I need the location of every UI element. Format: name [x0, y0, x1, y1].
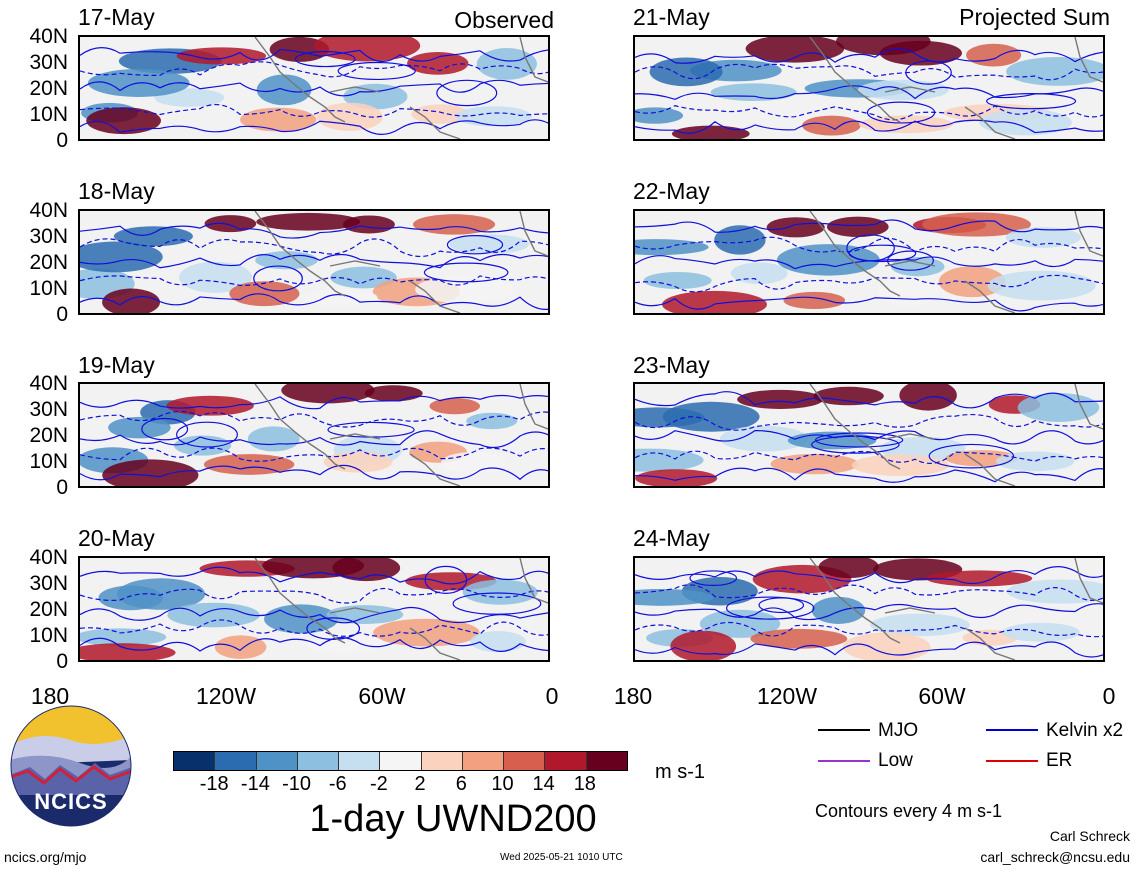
- map-field: [635, 211, 1103, 313]
- footer-timestamp: Wed 2025-05-21 1010 UTC: [500, 852, 623, 863]
- colorbar-tick-label: -18: [199, 773, 229, 795]
- field-map: [78, 382, 550, 488]
- panel-date: 24-May: [633, 525, 710, 551]
- legend-line-kelvin: [986, 729, 1038, 731]
- lat-label: 40N: [29, 199, 68, 222]
- colorbar: -18 -14 -10 -6 -2 2 6 10 14 18: [173, 751, 628, 795]
- field-map: [633, 209, 1105, 315]
- lon-label: 180: [30, 683, 70, 709]
- field-map: [78, 209, 550, 315]
- colorbar-tick-label: 10: [491, 773, 514, 795]
- colorbar-swatch: [255, 752, 297, 770]
- lat-label: 20N: [29, 251, 68, 274]
- panel-date: 17-May: [78, 4, 155, 30]
- colorbar-tick-label: 14: [532, 773, 555, 795]
- colorbar-swatch: [503, 752, 545, 770]
- colorbar-tick-label: -2: [370, 773, 388, 795]
- panel-corner-label: Projected Sum: [959, 4, 1110, 30]
- colorbar-tick-label: 18: [573, 773, 596, 795]
- colorbar-tick-label: 2: [414, 773, 426, 795]
- lat-label: 10N: [29, 624, 68, 647]
- colorbar-tick-label: -6: [328, 773, 347, 795]
- colorbar-swatch: [174, 752, 215, 770]
- colorbar-tick-label: -14: [240, 773, 270, 795]
- colorbar-swatch: [585, 752, 627, 770]
- lat-label: 20N: [29, 598, 68, 621]
- map-field: [80, 384, 548, 486]
- panel-date: 20-May: [78, 525, 155, 551]
- panel-corner-label: Observed: [454, 7, 554, 33]
- lon-label: 0: [1102, 683, 1116, 709]
- legend-label-er: ER: [1046, 750, 1073, 771]
- field-map: [633, 382, 1105, 488]
- lon-label: 60W: [918, 683, 966, 709]
- lat-label: 40N: [29, 546, 68, 569]
- panel-date: 22-May: [633, 178, 710, 204]
- colorbar-swatch: [420, 752, 462, 770]
- ncics-logo: NCICS: [10, 705, 132, 827]
- colorbar-swatches: [173, 751, 628, 771]
- colorbar-swatch: [338, 752, 380, 770]
- lat-label: 40N: [29, 372, 68, 395]
- field-map: [633, 556, 1105, 662]
- footer-url[interactable]: ncics.org/mjo: [4, 849, 87, 865]
- lon-label: 120W: [756, 683, 818, 709]
- lat-label: 0: [56, 476, 68, 499]
- lat-label: 10N: [29, 450, 68, 473]
- lat-label: 40N: [29, 25, 68, 48]
- lat-label: 20N: [29, 77, 68, 100]
- lat-label: 0: [56, 303, 68, 326]
- map-field: [635, 558, 1103, 660]
- panel-date: 21-May: [633, 4, 710, 30]
- field-map: [633, 35, 1105, 141]
- map-field: [635, 37, 1103, 139]
- lon-label: 0: [545, 683, 559, 709]
- legend-label-low: Low: [878, 750, 913, 771]
- colorbar-swatch: [214, 752, 256, 770]
- colorbar-swatch: [379, 752, 421, 770]
- figure-title: 1-day UWND200: [309, 798, 597, 840]
- lat-label: 30N: [29, 225, 68, 248]
- lon-label: 60W: [358, 683, 406, 709]
- colorbar-labels: -18 -14 -10 -6 -2 2 6 10 14 18: [173, 771, 626, 795]
- legend-line-er: [986, 760, 1038, 762]
- colorbar-swatch: [461, 752, 504, 770]
- colorbar-swatch: [296, 752, 339, 770]
- map-field: [80, 558, 548, 660]
- lat-label: 10N: [29, 103, 68, 126]
- lat-label: 20N: [29, 424, 68, 447]
- contour-interval-note: Contours every 4 m s-1: [815, 801, 1003, 821]
- footer-author: Carl Schreck: [1049, 828, 1130, 844]
- lat-label: 30N: [29, 572, 68, 595]
- map-field: [635, 384, 1103, 486]
- panel-date: 18-May: [78, 178, 155, 204]
- panel-date: 19-May: [78, 352, 155, 378]
- lat-label: 30N: [29, 398, 68, 421]
- colorbar-tick-label: -10: [282, 773, 311, 795]
- legend-line-mjo: [818, 729, 870, 731]
- field-map: [78, 35, 550, 141]
- lon-label: 180: [613, 683, 653, 709]
- legend-line-low: [818, 760, 870, 762]
- field-map: [78, 556, 550, 662]
- colorbar-swatch: [544, 752, 586, 770]
- footer-email[interactable]: carl_schreck@ncsu.edu: [980, 849, 1130, 865]
- lat-label: 0: [56, 650, 68, 673]
- map-field: [80, 211, 548, 313]
- logo-text: NCICS: [34, 789, 108, 814]
- colorbar-tick-label: 6: [455, 773, 467, 795]
- panel-date: 23-May: [633, 352, 710, 378]
- lon-label: 120W: [195, 683, 257, 709]
- lat-label: 30N: [29, 51, 68, 74]
- lat-label: 10N: [29, 277, 68, 300]
- colorbar-units: m s-1: [655, 761, 705, 783]
- legend-label-kelvin: Kelvin x2: [1046, 720, 1124, 741]
- legend-label-mjo: MJO: [878, 720, 919, 741]
- lat-label: 0: [56, 129, 68, 152]
- map-field: [80, 37, 548, 139]
